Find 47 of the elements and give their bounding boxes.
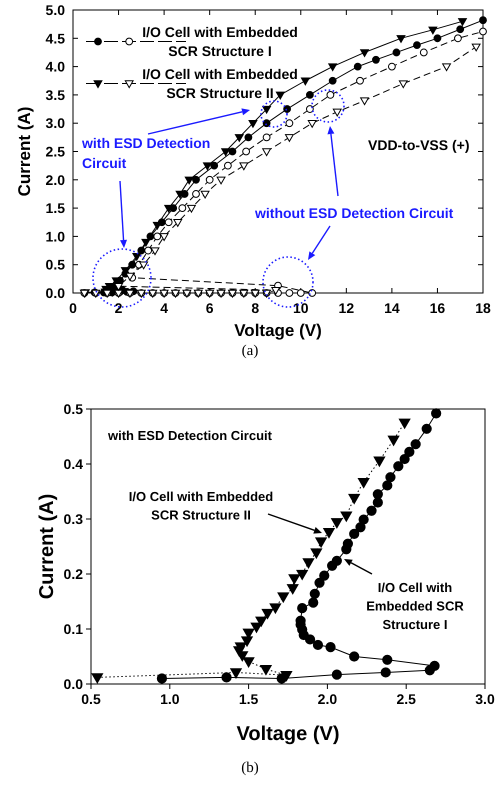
x-tick-label: 2.5 bbox=[396, 691, 416, 707]
y-tick-label: 0.2 bbox=[64, 566, 84, 582]
y-axis-title: Current (A) bbox=[14, 106, 34, 196]
y-tick-label: 3.5 bbox=[46, 86, 66, 103]
x-tick-label: 8 bbox=[251, 300, 260, 316]
x-axis-title: Voltage (V) bbox=[236, 723, 340, 745]
y-tick-label: 0.1 bbox=[64, 621, 84, 637]
x-tick-label: 2.0 bbox=[318, 691, 338, 707]
y-tick-label: 3.0 bbox=[46, 115, 66, 132]
y-tick-label: 2.0 bbox=[46, 172, 66, 188]
y-tick-label: 0.3 bbox=[64, 511, 84, 527]
x-tick-label: 0 bbox=[69, 300, 78, 316]
x-tick-label: 12 bbox=[338, 300, 354, 316]
y-tick-label: 1.0 bbox=[46, 228, 66, 244]
y-tick-label: 0.0 bbox=[64, 676, 84, 692]
x-tick-label: 16 bbox=[430, 300, 446, 316]
text: I/O Cell with Embedded SCR Structure II bbox=[128, 489, 274, 522]
text: (a) bbox=[242, 343, 258, 359]
text: (b) bbox=[241, 760, 259, 776]
y-tick-label: 4.0 bbox=[46, 58, 66, 75]
y-tick-label: 0.5 bbox=[64, 401, 84, 417]
y-axis-title: Current (A) bbox=[36, 494, 58, 600]
x-tick-label: 2 bbox=[114, 300, 123, 316]
y-tick-label: 4.5 bbox=[46, 30, 66, 46]
x-tick-label: 1.5 bbox=[238, 691, 259, 707]
legend-label: I/O Cell with Embedded SCR Structure I bbox=[366, 580, 464, 632]
y-tick-label: 0.0 bbox=[46, 285, 66, 301]
y-tick-label: 0.4 bbox=[64, 456, 84, 472]
x-tick-label: 4 bbox=[160, 300, 168, 316]
x-tick-label: 3.0 bbox=[475, 691, 495, 707]
y-tick-label: 2.5 bbox=[46, 144, 66, 160]
legend-label: I/O Cell with Embedded SCR Structure II bbox=[142, 66, 298, 101]
x-tick-label: 0.5 bbox=[81, 691, 101, 707]
annotation: without ESD Detection Circuit bbox=[254, 205, 454, 221]
y-tick-label: 5.0 bbox=[46, 2, 66, 18]
x-tick-label: 1.0 bbox=[160, 691, 180, 707]
annotation: VDD-to-VSS (+) bbox=[368, 137, 470, 153]
x-tick-label: 18 bbox=[475, 300, 491, 316]
legend-label: I/O Cell with Embedded SCR Structure I bbox=[142, 24, 298, 59]
annotation: with ESD Detection Circuit bbox=[81, 135, 210, 171]
x-tick-label: 10 bbox=[292, 300, 309, 316]
x-axis-title: Voltage (V) bbox=[234, 321, 322, 340]
y-tick-label: 0.5 bbox=[46, 256, 66, 273]
x-tick-label: 14 bbox=[384, 300, 400, 316]
x-tick-label: 6 bbox=[206, 300, 214, 316]
y-tick-label: 1.5 bbox=[46, 200, 66, 216]
annotation: with ESD Detection Circuit bbox=[107, 428, 273, 443]
